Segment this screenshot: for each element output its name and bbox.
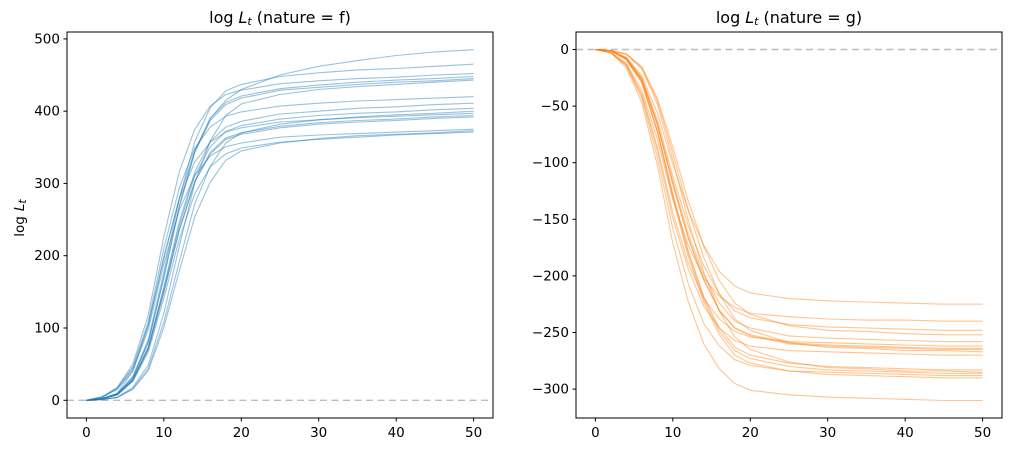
- series-line: [595, 48, 983, 371]
- series-line: [595, 48, 983, 349]
- series-line: [86, 128, 474, 401]
- title-subscript: t: [247, 15, 252, 28]
- title-log-text: log: [209, 8, 234, 27]
- series-line: [86, 49, 474, 401]
- y-tick-label: 200: [34, 248, 60, 264]
- y-tick-label: 300: [34, 176, 60, 192]
- y-tick-label: −100: [532, 155, 569, 171]
- y-tick-label: 500: [34, 31, 60, 47]
- y-tick-label: 0: [51, 393, 60, 409]
- x-tick-label: 40: [388, 425, 405, 441]
- title-log-text: log: [715, 8, 741, 27]
- series-line: [595, 48, 983, 353]
- y-tick-label: 0: [560, 42, 569, 58]
- series-line: [595, 48, 983, 322]
- series-line: [595, 48, 983, 343]
- x-tick-label: 40: [897, 425, 914, 441]
- series-line: [595, 48, 983, 373]
- series-line: [86, 102, 474, 401]
- right-chart-title: log Lt (nature = g): [715, 8, 863, 28]
- title-suffix: (nature = g): [763, 8, 863, 27]
- x-tick-label: 0: [591, 425, 600, 441]
- y-tick-label: −200: [532, 268, 569, 284]
- series-line: [595, 48, 983, 351]
- series-line: [86, 130, 474, 401]
- x-tick-label: 30: [819, 425, 836, 441]
- x-tick-label: 30: [310, 425, 327, 441]
- series-line: [595, 48, 983, 374]
- title-variable: L: [745, 8, 755, 27]
- series-line: [86, 131, 474, 401]
- series-line: [86, 63, 474, 401]
- left-chart-title: log Lt (nature = f): [209, 8, 351, 28]
- plot-border: [66, 31, 494, 419]
- x-tick-label: 20: [742, 425, 759, 441]
- series-line: [595, 48, 983, 347]
- y-tick-label: −300: [532, 382, 569, 398]
- series-line: [86, 79, 474, 401]
- series-line: [86, 116, 474, 401]
- x-tick-label: 10: [155, 425, 172, 441]
- plot-border: [575, 31, 1003, 419]
- series-line: [595, 48, 983, 356]
- series-line: [86, 114, 474, 401]
- y-tick-label: −250: [532, 325, 569, 341]
- y-tick-label: −150: [532, 212, 569, 228]
- series-line: [86, 75, 474, 401]
- y-tick-label: 100: [34, 321, 60, 337]
- x-tick-label: 50: [465, 425, 482, 441]
- series-line: [595, 48, 983, 305]
- x-tick-label: 0: [82, 425, 91, 441]
- series-line: [86, 107, 474, 401]
- y-tick-label: 400: [34, 104, 60, 120]
- x-tick-label: 10: [664, 425, 681, 441]
- x-tick-label: 50: [974, 425, 991, 441]
- series-line: [86, 73, 474, 401]
- title-suffix: (nature = f): [256, 8, 351, 27]
- right-chart-plot: 0 10 20 30 40 50 0 −50 −100 −150 −200 −250 −300: [532, 31, 1003, 441]
- series-line: [86, 96, 474, 401]
- series-line: [595, 48, 983, 336]
- series-line: [595, 48, 983, 402]
- x-tick-label: 20: [233, 425, 250, 441]
- series-line: [86, 110, 474, 401]
- title-subscript: t: [754, 15, 759, 28]
- series-line: [86, 112, 474, 401]
- y-tick-label: −50: [541, 99, 570, 115]
- series-line: [595, 48, 983, 331]
- title-variable: L: [238, 8, 248, 27]
- series-line: [595, 48, 983, 379]
- series-line: [86, 78, 474, 401]
- series-line: [595, 48, 983, 377]
